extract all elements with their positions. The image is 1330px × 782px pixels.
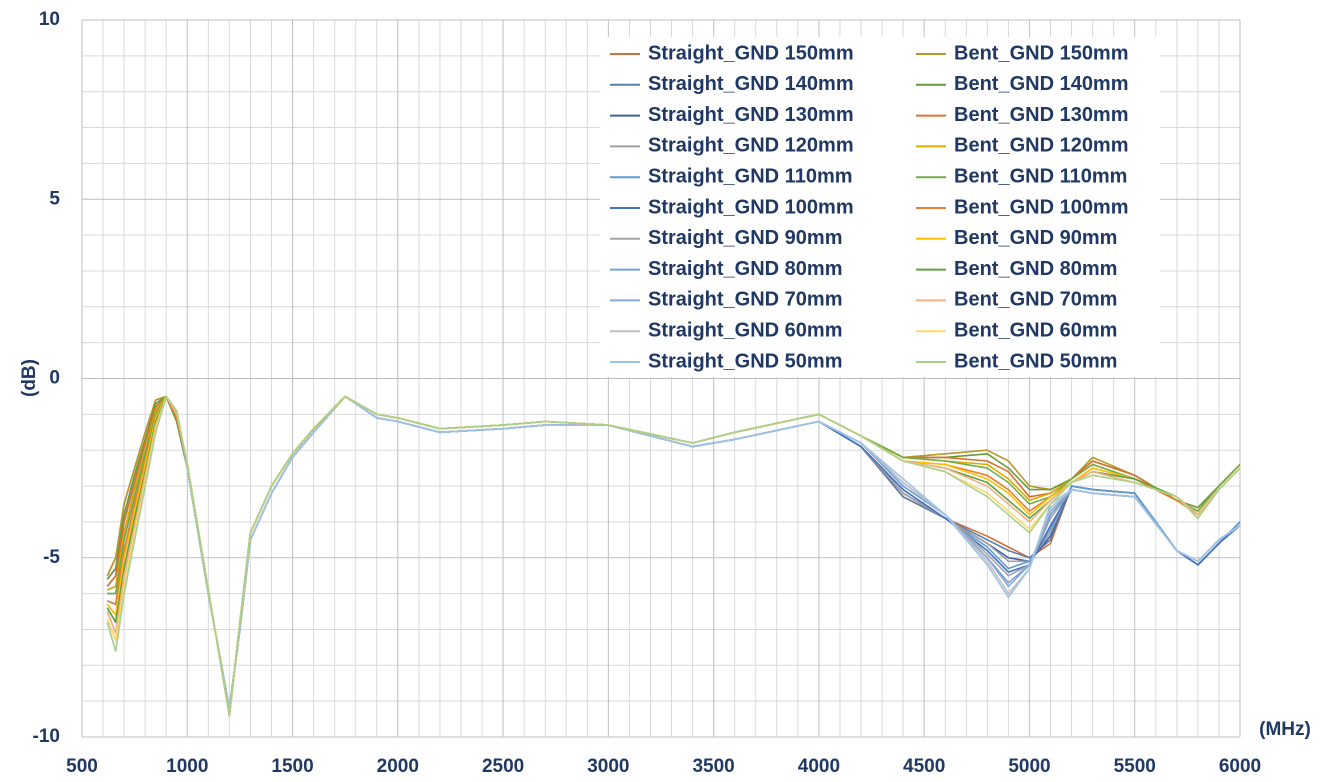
legend-label: Bent_GND 150mm xyxy=(954,42,1129,64)
x-tick-label: 2500 xyxy=(482,756,524,777)
series-line xyxy=(106,395,1241,717)
x-tick-label: 1000 xyxy=(166,756,208,777)
legend-label: Bent_GND 80mm xyxy=(954,258,1117,280)
series-line xyxy=(106,395,1241,710)
legend-label: Straight_GND 100mm xyxy=(648,196,854,218)
y-tick-label: 0 xyxy=(49,368,60,389)
x-tick-label: 500 xyxy=(66,756,98,777)
series-line xyxy=(107,395,1241,717)
series-line xyxy=(106,395,1241,717)
legend-label: Straight_GND 80mm xyxy=(648,258,843,280)
x-tick-label: 3000 xyxy=(587,756,629,777)
legend-label: Bent_GND 90mm xyxy=(954,227,1117,249)
y-tick-label: 5 xyxy=(49,188,60,209)
x-tick-label: 3500 xyxy=(692,756,734,777)
legend-box xyxy=(600,37,1160,377)
legend-label: Bent_GND 100mm xyxy=(954,196,1129,218)
y-tick-label: 10 xyxy=(39,9,60,30)
series-line xyxy=(106,395,1241,710)
x-tick-label: 5500 xyxy=(1114,756,1156,777)
legend-label: Straight_GND 150mm xyxy=(648,42,854,64)
series-line xyxy=(106,395,1241,717)
legend-label: Bent_GND 110mm xyxy=(954,165,1127,187)
legend-label: Bent_GND 130mm xyxy=(954,104,1129,126)
series-line xyxy=(106,395,1241,717)
legend-label: Straight_GND 50mm xyxy=(648,350,843,372)
series-line xyxy=(107,395,1241,710)
legend-label: Bent_GND 50mm xyxy=(954,350,1117,372)
y-tick-label: -10 xyxy=(33,726,60,747)
series-line xyxy=(106,395,1241,717)
series-line xyxy=(106,395,1241,717)
series-line xyxy=(106,395,1241,717)
x-tick-label: 6000 xyxy=(1219,756,1261,777)
series-line xyxy=(106,395,1241,710)
series-line xyxy=(106,395,1241,710)
legend-label: Straight_GND 60mm xyxy=(648,319,843,341)
legend-label: Bent_GND 140mm xyxy=(954,73,1129,95)
legend-label: Bent_GND 60mm xyxy=(954,319,1117,341)
legend-label: Straight_GND 70mm xyxy=(648,289,843,311)
x-tick-label: 2000 xyxy=(377,756,419,777)
series-line xyxy=(106,395,1241,710)
series-line xyxy=(106,395,1241,710)
legend: Straight_GND 150mm Straight_GND 140mm Stra… xyxy=(600,37,1160,377)
legend-label: Straight_GND 110mm xyxy=(648,165,853,187)
x-tick-label: 4500 xyxy=(903,756,945,777)
legend-label: Straight_GND 140mm xyxy=(648,73,854,95)
legend-label: Straight_GND 120mm xyxy=(648,135,854,157)
legend-label: Straight_GND 130mm xyxy=(648,104,854,126)
x-tick-label: 4000 xyxy=(798,756,840,777)
legend-label: Bent_GND 70mm xyxy=(954,289,1117,311)
x-tick-label: 1500 xyxy=(271,756,313,777)
series-line xyxy=(106,395,1241,717)
y-axis-label: (dB) xyxy=(19,359,40,397)
legend-label: Straight_GND 90mm xyxy=(648,227,843,249)
series-line xyxy=(106,395,1241,710)
series-line xyxy=(106,395,1241,710)
series-line xyxy=(106,395,1241,710)
series-line xyxy=(106,395,1241,710)
x-axis-label: (MHz) xyxy=(1259,719,1311,740)
series-line xyxy=(106,395,1241,717)
y-tick-label: -5 xyxy=(43,547,60,568)
legend-label: Bent_GND 120mm xyxy=(954,135,1129,157)
x-tick-label: 5000 xyxy=(1008,756,1050,777)
series-line xyxy=(106,395,1241,717)
